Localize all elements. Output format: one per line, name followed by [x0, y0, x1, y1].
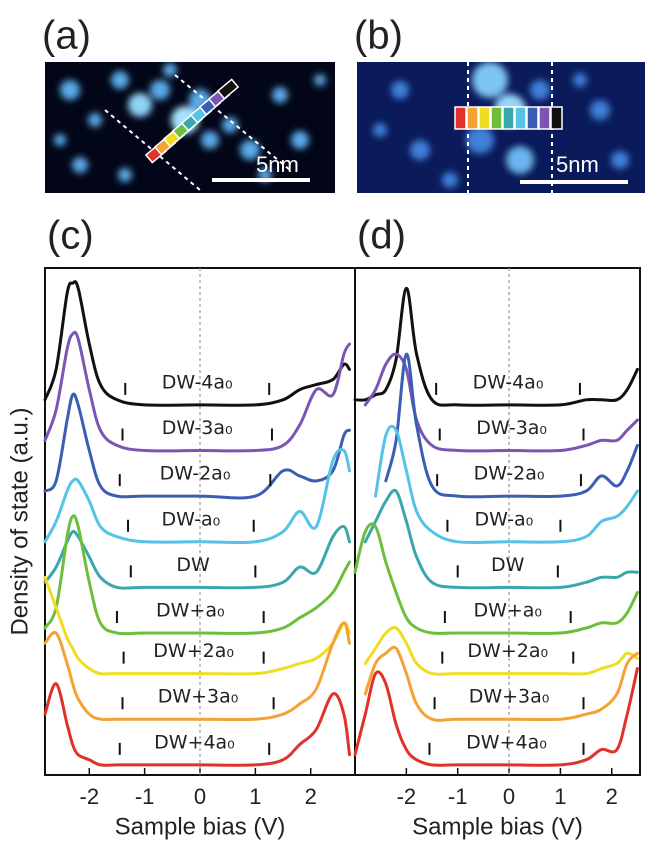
curve-label: DW-3a₀: [162, 417, 233, 439]
panel-label: (c): [47, 214, 94, 258]
curve-label: DW+4a₀: [466, 731, 547, 753]
curve-label: DW-2a₀: [160, 463, 231, 485]
scale-bar-label: 5nm: [556, 152, 599, 177]
x-tick-label: -1: [135, 784, 155, 809]
curve-label: DW+a₀: [156, 600, 225, 622]
scale-bar-label: 5nm: [256, 152, 299, 177]
x-tick-label: 0: [503, 784, 515, 809]
panel-label: (a): [42, 14, 91, 58]
curve-label: DW-2a₀: [474, 463, 545, 485]
curve-label: DW+3a₀: [158, 686, 239, 708]
curve-label: DW+2a₀: [153, 640, 234, 662]
curve-label: DW+3a₀: [469, 686, 550, 708]
curve-label: DW-a₀: [161, 508, 220, 530]
page: 5nm 5nm (a) (b) (c) -2 -1 0 1 2 Sample bias (V…: [0, 0, 648, 843]
x-axis-title: Sample bias (V): [412, 813, 583, 840]
x-tick-label: 2: [606, 784, 618, 809]
panel-label: (d): [357, 214, 406, 258]
x-axis-title: Sample bias (V): [115, 813, 286, 840]
curve-label: DW-3a₀: [476, 417, 547, 439]
curve-label: DW: [491, 554, 525, 576]
panel-label: (b): [354, 14, 403, 58]
curve-label: DW-4a₀: [162, 371, 233, 393]
x-tick-label: -2: [80, 784, 100, 809]
x-tick-label: 2: [305, 784, 317, 809]
y-axis-title: Density of state (a.u.): [6, 407, 33, 635]
x-tick-label: -2: [397, 784, 417, 809]
x-tick-label: 1: [249, 784, 261, 809]
curve-label: DW-a₀: [475, 508, 534, 530]
stm-image-b: [357, 62, 645, 193]
curve-label: DW: [176, 554, 210, 576]
figure: 5nm 5nm (a) (b) (c) -2 -1 0 1 2 Sample bias (V…: [0, 0, 648, 843]
x-tick-label: -1: [448, 784, 468, 809]
x-tick-label: 1: [554, 784, 566, 809]
curve-label: DW+2a₀: [467, 640, 548, 662]
x-tick-label: 0: [194, 784, 206, 809]
curve-label: DW+a₀: [473, 600, 542, 622]
curve-label: DW-4a₀: [473, 371, 544, 393]
curve-label: DW+4a₀: [154, 731, 235, 753]
